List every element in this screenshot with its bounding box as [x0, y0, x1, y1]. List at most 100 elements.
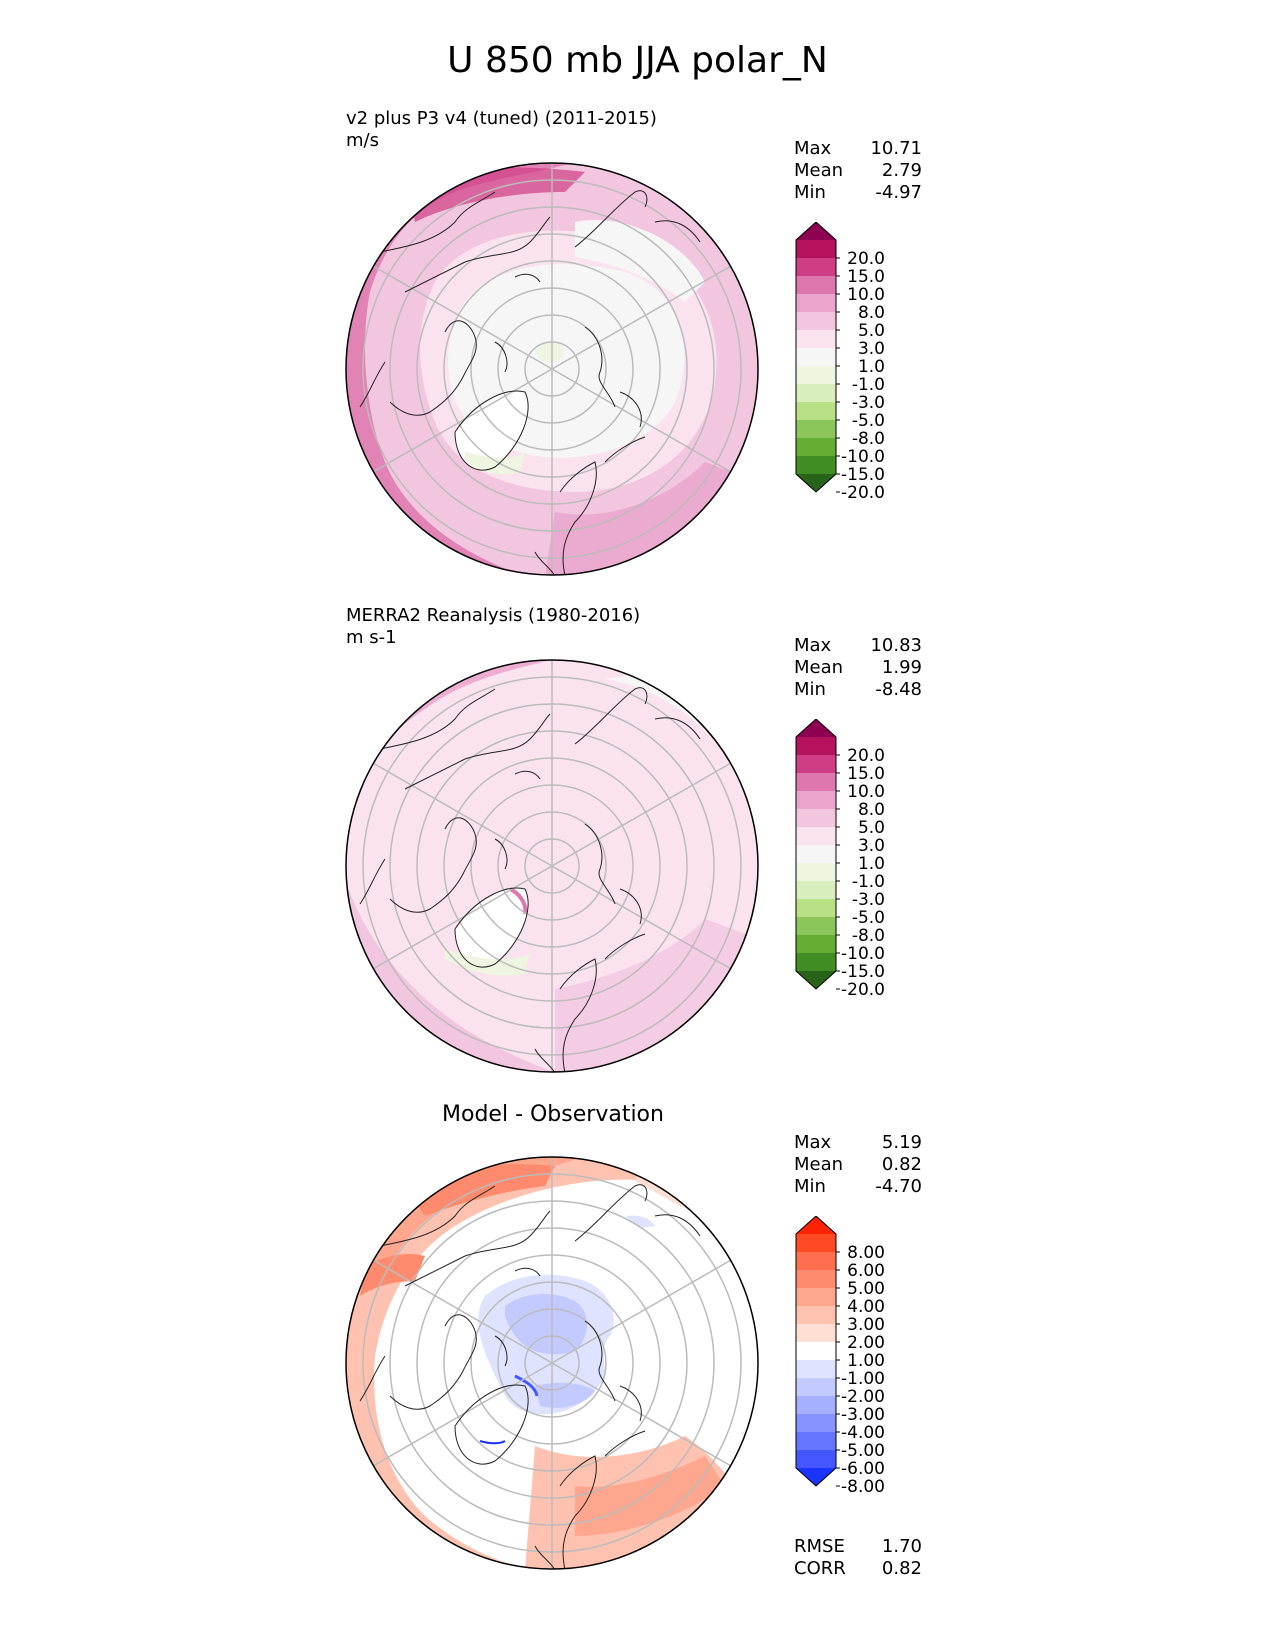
colorbar-swatch — [796, 1288, 836, 1307]
colorbar-swatch — [796, 791, 836, 810]
stat-min: Min -4.97 — [794, 182, 922, 203]
stats-box: Max 5.19 Mean 0.82 Min -4.70 — [794, 1132, 922, 1198]
colorbar-tick-label: 3.0 — [858, 836, 885, 856]
colorbar-swatch — [796, 420, 836, 439]
colorbar-swatch — [796, 1378, 836, 1397]
colorbar-tick-label: 8.00 — [847, 1243, 885, 1263]
colorbar-extend-min — [796, 971, 836, 989]
colorbar-swatch — [796, 1252, 836, 1271]
colorbar-extend-max — [796, 719, 836, 737]
colorbar-tick-label: 3.0 — [858, 339, 885, 359]
colorbar-tick-label: 10.0 — [847, 285, 885, 305]
colorbar-tick-label: -20.0 — [841, 483, 885, 503]
colorbar-swatch — [796, 384, 836, 403]
colorbar-swatch — [796, 1270, 836, 1289]
colorbar-swatch — [796, 1234, 836, 1253]
colorbar-tick-label: 8.0 — [858, 800, 885, 820]
colorbar-tick-label: -5.0 — [852, 908, 885, 928]
colorbar-swatch — [796, 276, 836, 295]
colorbar-tick-label: 10.0 — [847, 782, 885, 802]
colorbar-extend-min — [796, 1468, 836, 1486]
colorbar-swatch — [796, 809, 836, 828]
colorbar-swatch — [796, 1324, 836, 1343]
colorbar-tick-label: 15.0 — [847, 267, 885, 287]
stat-mean: Mean 1.99 — [794, 657, 922, 678]
stat-min: Min -4.70 — [794, 1176, 922, 1197]
colorbar-swatch — [796, 258, 836, 277]
panel-difference: Model - Observation — [0, 1102, 1275, 1602]
colorbar-swatch — [796, 863, 836, 882]
colorbar-tick-label: 15.0 — [847, 764, 885, 784]
polar-map — [345, 162, 759, 576]
stats-box: Max 10.83 Mean 1.99 Min -8.48 — [794, 635, 922, 701]
panel-title-line: v2 plus P3 v4 (tuned) (2011-2015) — [346, 108, 657, 129]
colorbar-swatch — [796, 240, 836, 259]
colorbar-swatch — [796, 737, 836, 756]
colorbar-tick-label: 5.0 — [858, 321, 885, 341]
colorbar-tick-label: 1.0 — [858, 854, 885, 874]
stat-mean: Mean 2.79 — [794, 160, 922, 181]
panel-units: m s-1 — [346, 627, 397, 648]
colorbar-extend-max — [796, 1216, 836, 1234]
colorbar-swatch — [796, 1450, 836, 1469]
colorbar-tick-label: 5.00 — [847, 1279, 885, 1299]
colorbar-swatch — [796, 773, 836, 792]
colorbar-tick-label: -3.0 — [852, 393, 885, 413]
colorbar-swatch — [796, 312, 836, 331]
colorbar-tick-label: -15.0 — [841, 962, 885, 982]
colorbar-tick-label: -8.00 — [841, 1477, 885, 1497]
colorbar-swatch — [796, 917, 836, 936]
stat-min: Min -8.48 — [794, 679, 922, 700]
colorbar-tick-label: -10.0 — [841, 447, 885, 467]
colorbar-extend-min — [796, 474, 836, 492]
figure-title: U 850 mb JJA polar_N — [447, 40, 828, 81]
colorbar-tick-label: -8.0 — [852, 429, 885, 449]
panel-title: MERRA2 Reanalysis (1980-2016) m s-1 — [346, 605, 640, 649]
polar-map — [345, 1156, 759, 1570]
colorbar-tick-label: -3.00 — [841, 1405, 885, 1425]
colorbar-tick-label: -15.0 — [841, 465, 885, 485]
colorbar-swatch — [796, 953, 836, 972]
colorbar: 20.015.010.08.05.03.01.0-1.0-3.0-5.0-8.0… — [795, 719, 885, 1000]
colorbar-swatch — [796, 755, 836, 774]
colorbar-tick-label: -3.0 — [852, 890, 885, 910]
colorbar-swatch — [796, 1306, 836, 1325]
metrics-box: RMSE 1.70 CORR 0.82 — [794, 1536, 922, 1580]
colorbar-tick-label: 4.00 — [847, 1297, 885, 1317]
colorbar-tick-label: 20.0 — [847, 746, 885, 766]
colorbar-extend-max — [796, 222, 836, 240]
panel-units: m/s — [346, 130, 379, 151]
colorbar-swatch — [796, 899, 836, 918]
stat-max: Max 10.83 — [794, 635, 922, 656]
metric-rmse: RMSE 1.70 — [794, 1536, 922, 1557]
panel-title: v2 plus P3 v4 (tuned) (2011-2015) m/s — [346, 108, 657, 152]
colorbar-tick-label: -6.00 — [841, 1459, 885, 1479]
colorbar-tick-label: 8.0 — [858, 303, 885, 323]
stats-box: Max 10.71 Mean 2.79 Min -4.97 — [794, 138, 922, 204]
colorbar-swatch — [796, 1360, 836, 1379]
colorbar-swatch — [796, 1396, 836, 1415]
colorbar-tick-label: -1.00 — [841, 1369, 885, 1389]
panel-title-line: MERRA2 Reanalysis (1980-2016) — [346, 605, 641, 626]
stat-mean: Mean 0.82 — [794, 1154, 922, 1175]
stat-max: Max 5.19 — [794, 1132, 922, 1153]
panel-test: v2 plus P3 v4 (tuned) (2011-2015) m/s — [0, 108, 1275, 608]
colorbar-tick-label: -8.0 — [852, 926, 885, 946]
stat-max: Max 10.71 — [794, 138, 922, 159]
panel-reference: MERRA2 Reanalysis (1980-2016) m s-1 — [0, 605, 1275, 1105]
colorbar-tick-label: -5.00 — [841, 1441, 885, 1461]
colorbar-tick-label: 5.0 — [858, 818, 885, 838]
colorbar-tick-label: -2.00 — [841, 1387, 885, 1407]
colorbar-swatch — [796, 438, 836, 457]
colorbar-tick-label: 1.00 — [847, 1351, 885, 1371]
panel-title: Model - Observation — [442, 1102, 664, 1127]
colorbar-swatch — [796, 402, 836, 421]
colorbar-swatch — [796, 330, 836, 349]
colorbar-swatch — [796, 935, 836, 954]
colorbar-swatch — [796, 366, 836, 385]
colorbar-tick-label: -1.0 — [852, 375, 885, 395]
colorbar-tick-label: 2.00 — [847, 1333, 885, 1353]
colorbar-tick-label: 20.0 — [847, 249, 885, 269]
colorbar-tick-label: -20.0 — [841, 980, 885, 1000]
metric-corr: CORR 0.82 — [794, 1558, 922, 1579]
